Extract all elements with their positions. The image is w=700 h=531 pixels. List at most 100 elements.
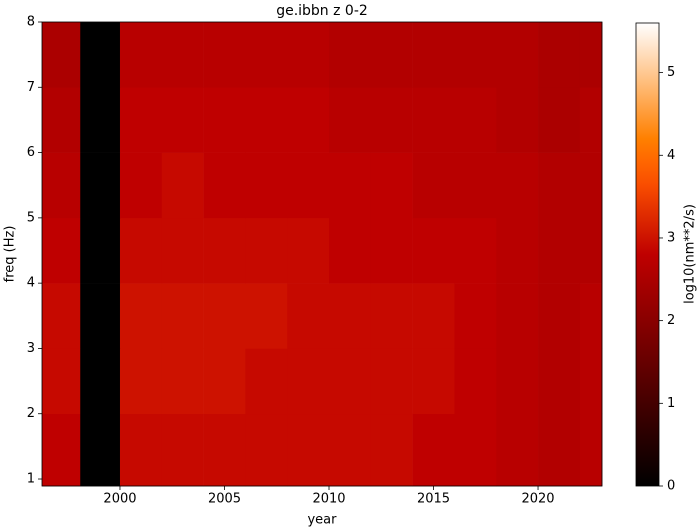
heatmap-cell bbox=[80, 413, 121, 487]
heatmap-cell bbox=[370, 22, 413, 88]
heatmap-cell bbox=[80, 22, 121, 88]
colorbar-tick-label: 1 bbox=[667, 396, 675, 411]
heatmap-cell bbox=[287, 348, 330, 415]
heatmap-cell bbox=[203, 413, 246, 487]
heatmap-cell bbox=[161, 413, 204, 487]
heatmap-cell bbox=[329, 348, 372, 415]
x-tick-label: 2020 bbox=[521, 492, 554, 507]
heatmap-cell bbox=[454, 348, 497, 415]
colorbar bbox=[635, 22, 660, 487]
heatmap-cell bbox=[119, 217, 163, 284]
heatmap-cell bbox=[287, 283, 330, 349]
x-tick-label: 2005 bbox=[208, 492, 241, 507]
heatmap-cell bbox=[496, 348, 539, 415]
heatmap-cell bbox=[287, 152, 330, 219]
heatmap-cell bbox=[42, 87, 81, 153]
heatmap-cell bbox=[579, 283, 603, 349]
heatmap-cell bbox=[203, 152, 246, 219]
heatmap-cell bbox=[161, 22, 204, 88]
y-tick-label: 8 bbox=[27, 15, 35, 30]
heatmap-cell bbox=[579, 152, 603, 219]
colorbar-label: log10(nm**2/s) bbox=[683, 204, 698, 304]
colorbar-tick-label: 3 bbox=[667, 230, 675, 245]
heatmap-cell bbox=[538, 413, 581, 487]
heatmap-cell bbox=[496, 152, 539, 219]
heatmap-cell bbox=[454, 87, 497, 153]
heatmap-cell bbox=[579, 348, 603, 415]
heatmap-cell bbox=[412, 87, 455, 153]
heatmap-cell bbox=[579, 87, 603, 153]
heatmap-cell bbox=[119, 283, 163, 349]
heatmap-cell bbox=[80, 348, 121, 415]
heatmap-cell bbox=[454, 217, 497, 284]
heatmap-cell bbox=[412, 22, 455, 88]
y-tick-label: 6 bbox=[27, 145, 35, 160]
heatmap-cell bbox=[80, 217, 121, 284]
heatmap-cell bbox=[119, 22, 163, 88]
heatmap-cell bbox=[42, 283, 81, 349]
heatmap-cell bbox=[579, 413, 603, 487]
heatmap-cell bbox=[287, 22, 330, 88]
x-tick-label: 2015 bbox=[417, 492, 450, 507]
heatmap-cell bbox=[412, 283, 455, 349]
heatmap-cell bbox=[203, 217, 246, 284]
x-tick-label: 2000 bbox=[103, 492, 136, 507]
heatmap-cell bbox=[454, 283, 497, 349]
heatmap-cell bbox=[329, 413, 372, 487]
heatmap-cell bbox=[496, 217, 539, 284]
heatmap-cell bbox=[119, 348, 163, 415]
x-axis-label: year bbox=[307, 513, 337, 528]
heatmap-cell bbox=[161, 283, 204, 349]
heatmap-cell bbox=[329, 87, 372, 153]
y-tick-label: 4 bbox=[27, 276, 35, 291]
heatmap-cell bbox=[287, 87, 330, 153]
x-tick-label: 2010 bbox=[312, 492, 345, 507]
heatmap-cell bbox=[538, 348, 581, 415]
colorbar-tick-label: 5 bbox=[667, 65, 675, 80]
heatmap-cell bbox=[80, 283, 121, 349]
heatmap-cell bbox=[80, 87, 121, 153]
heatmap-cell bbox=[245, 348, 288, 415]
heatmap-cell bbox=[496, 22, 539, 88]
heatmap-cell bbox=[245, 283, 288, 349]
chart-title: ge.ibbn z 0-2 bbox=[276, 3, 368, 19]
heatmap-cell bbox=[579, 217, 603, 284]
heatmap-cell bbox=[42, 22, 81, 88]
heatmap-cell bbox=[245, 413, 288, 487]
heatmap-cell bbox=[538, 152, 581, 219]
heatmap-cell bbox=[538, 283, 581, 349]
y-tick-label: 2 bbox=[27, 406, 35, 421]
heatmap-cell bbox=[370, 348, 413, 415]
heatmap-cell bbox=[203, 87, 246, 153]
heatmap-cell bbox=[42, 413, 81, 487]
heatmap-cell bbox=[454, 413, 497, 487]
y-tick-label: 5 bbox=[27, 210, 35, 225]
y-tick-label: 7 bbox=[27, 80, 35, 95]
heatmap-cell bbox=[454, 22, 497, 88]
heatmap-cell bbox=[496, 413, 539, 487]
heatmap-cell bbox=[245, 152, 288, 219]
heatmap-cell bbox=[370, 217, 413, 284]
heatmap-cell bbox=[245, 87, 288, 153]
heatmap-cell bbox=[42, 348, 81, 415]
heatmap-cell bbox=[119, 152, 163, 219]
heatmap-cell bbox=[496, 283, 539, 349]
colorbar-tick-label: 0 bbox=[667, 479, 675, 494]
heatmap-cell bbox=[203, 348, 246, 415]
heatmap-cell bbox=[329, 217, 372, 284]
y-tick-label: 3 bbox=[27, 341, 35, 356]
heatmap-cell bbox=[161, 348, 204, 415]
heatmap-cell bbox=[538, 217, 581, 284]
heatmap-cell bbox=[203, 283, 246, 349]
heatmap-cell bbox=[538, 87, 581, 153]
heatmap-cell bbox=[579, 22, 603, 88]
heatmap-cell bbox=[287, 413, 330, 487]
heatmap-cell bbox=[42, 217, 81, 284]
heatmap-cell bbox=[161, 152, 204, 219]
heatmap-cell bbox=[370, 152, 413, 219]
heatmap-cell bbox=[496, 87, 539, 153]
heatmap-cell bbox=[412, 217, 455, 284]
heatmap-cell bbox=[245, 217, 288, 284]
plot-frame bbox=[41, 21, 603, 487]
